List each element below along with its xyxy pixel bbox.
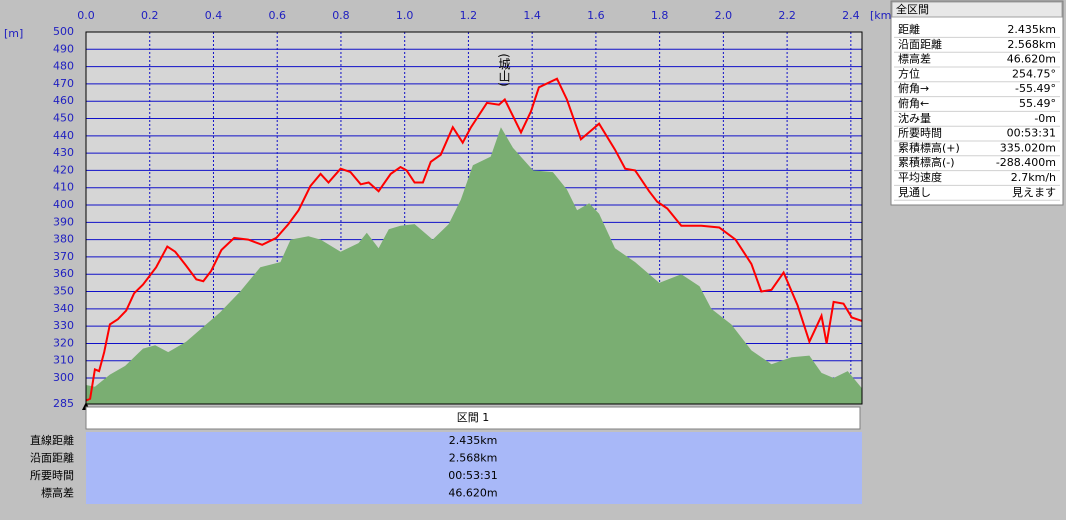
summary-label: 沿面距離 [898, 37, 942, 51]
x-tick-label: 0.0 [77, 9, 95, 22]
summary-value: 00:53:31 [1007, 127, 1056, 140]
y-tick-label: 285 [53, 397, 74, 410]
y-tick-label: 420 [53, 163, 74, 176]
y-tick-label: 470 [53, 77, 74, 90]
x-tick-label: 1.8 [651, 9, 669, 22]
y-unit: [m] [4, 27, 23, 40]
section-label: 直線距離 [30, 433, 74, 447]
y-tick-label: 300 [53, 371, 74, 384]
summary-value: 2.7km/h [1011, 171, 1056, 184]
section-body [86, 432, 862, 504]
summary-label: 平均速度 [898, 170, 942, 184]
summary-label: 累積標高(-) [898, 155, 955, 169]
y-tick-label: 440 [53, 129, 74, 142]
x-tick-label: 2.0 [715, 9, 733, 22]
route-line [85, 77, 863, 402]
y-tick-label: 430 [53, 146, 74, 159]
y-tick-label: 310 [53, 354, 74, 367]
section-value: 2.435km [449, 434, 498, 447]
y-tick-label: 370 [53, 250, 74, 263]
summary-label: 累積標高(+) [898, 140, 960, 154]
x-tick-label: 0.8 [332, 9, 350, 22]
x-tick-label: 1.0 [396, 9, 414, 22]
summary-label: 沈み量 [898, 111, 931, 125]
section-label: 標高差 [41, 486, 74, 500]
summary-label: 距離 [898, 22, 920, 36]
x-tick-label: 2.4 [842, 9, 860, 22]
summary-label: 方位 [898, 66, 920, 80]
y-tick-label: 400 [53, 198, 74, 211]
summary-value: -288.400m [996, 156, 1056, 169]
y-tick-label: 450 [53, 112, 74, 125]
summary-value: 見えます [1012, 186, 1056, 199]
y-tick-label: 320 [53, 336, 74, 349]
y-tick-label: 490 [53, 42, 74, 55]
y-tick-label: 350 [53, 285, 74, 298]
terrain-area [86, 127, 862, 404]
section-label: 沿面距離 [30, 451, 74, 465]
plot-frame [85, 31, 863, 405]
y-tick-label: 410 [53, 181, 74, 194]
summary-label: 俯角→ [898, 81, 929, 95]
y-tick-label: 390 [53, 215, 74, 228]
section-rows: 直線距離 2.435km 沿面距離 2.568km 所要時間 00:53:31 標高差 46.… [30, 433, 498, 500]
summary-value: 55.49° [1019, 97, 1056, 110]
x-tick-label: 0.4 [205, 9, 223, 22]
summary-value: -0m [1034, 112, 1056, 125]
summary-value: 335.020m [1000, 141, 1056, 154]
summary-header [891, 1, 1063, 18]
x-tick-label: 1.6 [587, 9, 605, 22]
y-tick-label: 340 [53, 302, 74, 315]
summary-label: 所要時間 [898, 127, 942, 140]
annotation: (城山) [497, 53, 511, 86]
y-tick-label: 500 [53, 25, 74, 38]
summary-value: 254.75° [1012, 67, 1056, 80]
x-tick-label: 1.2 [460, 9, 478, 22]
summary-label: 標高差 [898, 52, 931, 66]
summary-label: 見通し [898, 186, 931, 199]
x-unit: [km] [870, 9, 896, 22]
summary-value: -55.49° [1015, 82, 1056, 95]
y-tick-label: 360 [53, 267, 74, 280]
summary-title: 全区間 [896, 2, 929, 16]
y-tick-label: 380 [53, 233, 74, 246]
x-tick-label: 0.6 [268, 9, 286, 22]
section-title: 区間 1 [457, 411, 490, 424]
x-tick-label: 2.2 [778, 9, 796, 22]
section-value: 00:53:31 [448, 469, 497, 482]
x-tick-label: 1.4 [523, 9, 541, 22]
summary-rows: 距離 2.435km 沿面距離 2.568km 標高差 46.620m 方位 254.75° 俯… [894, 22, 1060, 201]
y-tick-label: 330 [53, 319, 74, 332]
x-tick-label: 0.2 [141, 9, 159, 22]
summary-value: 46.620m [1007, 53, 1056, 66]
section-header [85, 406, 861, 430]
section-label: 所要時間 [30, 469, 74, 482]
section-value: 46.620m [448, 487, 497, 500]
summary-value: 2.568km [1007, 38, 1056, 51]
y-tick-label: 480 [53, 60, 74, 73]
summary-value: 2.435km [1007, 23, 1056, 36]
y-tick-label: 460 [53, 94, 74, 107]
section-value: 2.568km [449, 452, 498, 465]
summary-label: 俯角← [898, 96, 929, 110]
